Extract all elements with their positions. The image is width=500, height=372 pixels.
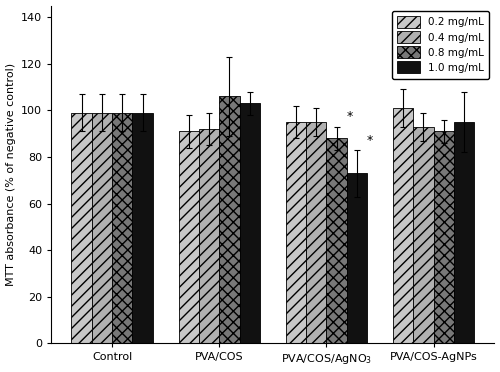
Bar	[220, 96, 240, 343]
Y-axis label: MTT absorbance (% of negative control): MTT absorbance (% of negative control)	[6, 63, 16, 286]
Bar	[413, 127, 434, 343]
Legend: 0.2 mg/mL, 0.4 mg/mL, 0.8 mg/mL, 1.0 mg/mL: 0.2 mg/mL, 0.4 mg/mL, 0.8 mg/mL, 1.0 mg/…	[392, 11, 489, 79]
Bar	[286, 122, 306, 343]
Bar	[393, 108, 413, 343]
Bar	[326, 138, 347, 343]
Bar	[434, 131, 454, 343]
Bar	[454, 122, 474, 343]
Bar	[306, 122, 326, 343]
Bar	[92, 113, 112, 343]
Bar	[112, 113, 132, 343]
Bar	[72, 113, 92, 343]
Text: *: *	[367, 134, 374, 147]
Bar	[240, 103, 260, 343]
Bar	[347, 173, 367, 343]
Text: *: *	[346, 110, 353, 123]
Bar	[132, 113, 153, 343]
Bar	[199, 129, 220, 343]
Bar	[178, 131, 199, 343]
